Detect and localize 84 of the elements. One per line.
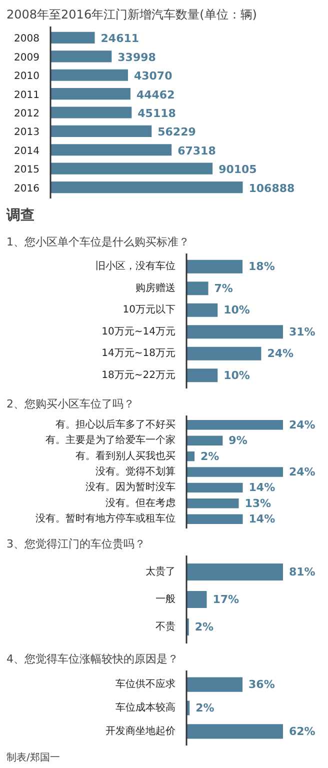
y-tick-label: 2009 [14, 52, 40, 64]
bar [186, 514, 243, 524]
y-tick-label: 2013 [14, 127, 40, 138]
data-label: 14% [248, 512, 276, 526]
data-label: 33998 [118, 50, 156, 64]
data-label: 17% [212, 593, 240, 606]
data-label: 13% [244, 496, 272, 510]
bar [186, 498, 239, 508]
data-label: 43070 [134, 70, 173, 83]
text: 4、您觉得车位涨幅较快的原因是？ [6, 652, 178, 666]
bar [186, 368, 218, 382]
bar [50, 106, 132, 118]
y-tick-label: 没有。因为暂时没车 [86, 481, 176, 494]
bar [186, 482, 243, 493]
text: 制表/郑国一 [6, 752, 60, 764]
y-tick-label: 10万元~14万元 [102, 326, 176, 338]
data-label: 2% [196, 702, 214, 714]
bar [186, 436, 223, 446]
y-tick-label: 开发商坐地起价 [106, 724, 176, 737]
bar [50, 50, 112, 62]
bar [186, 467, 283, 477]
bar [186, 282, 208, 296]
bar [186, 325, 283, 339]
data-label: 106888 [248, 182, 295, 195]
data-label: 10% [224, 368, 250, 382]
y-tick-label: 有。担心以后车多了不好买 [56, 418, 176, 430]
bar [50, 181, 243, 194]
text: 调查 [6, 208, 34, 224]
data-label: 81% [288, 566, 316, 578]
y-tick-label: 没有。觉得不划算 [96, 466, 176, 478]
data-label: 45118 [138, 107, 176, 120]
y-tick-label: 购房赠送 [136, 282, 176, 294]
bar [50, 162, 213, 174]
data-label: 44462 [136, 88, 175, 102]
data-label: 56229 [158, 126, 196, 139]
bar [186, 346, 262, 360]
data-label: 24% [267, 347, 294, 360]
y-tick-label: 有。主要是为了给爱车一个家 [46, 434, 176, 446]
y-tick-label: 2012 [14, 108, 40, 120]
y-tick-label: 2011 [14, 90, 40, 101]
text: 3、您觉得江门的车位贵吗？ [6, 538, 146, 550]
data-label: 10% [224, 304, 250, 317]
y-tick-label: 太贵了 [146, 566, 176, 578]
data-label: 36% [248, 678, 275, 692]
y-tick-label: 18万元~22万元 [102, 370, 176, 381]
data-label: 9% [228, 434, 248, 448]
y-tick-label: 2010 [14, 71, 40, 82]
data-label: 31% [288, 325, 316, 338]
y-tick-label: 2014 [14, 146, 40, 157]
y-tick-label: 2015 [14, 164, 40, 176]
y-tick-label: 旧小区，没有车位 [96, 260, 176, 272]
y-tick-label: 14万元~18万元 [102, 348, 176, 360]
y-tick-label: 10万元以下 [122, 304, 176, 316]
y-tick-label: 车位成本较高 [116, 702, 176, 714]
data-label: 2% [200, 450, 220, 463]
y-tick-label: 不贵 [156, 620, 176, 632]
bar [50, 125, 152, 137]
bar [50, 69, 128, 81]
y-tick-label: 有。看到别人买我也买 [76, 450, 176, 462]
data-label: 14% [248, 481, 276, 494]
bar [186, 260, 243, 274]
data-label: 62% [288, 724, 316, 738]
text: 2、您购买小区车位了吗？ [6, 398, 134, 410]
data-label: 2% [194, 620, 214, 634]
data-label: 24% [288, 466, 316, 478]
y-tick-label: 一般 [156, 594, 176, 605]
y-tick-label: 车位供不应求 [116, 678, 176, 690]
data-label: 90105 [218, 163, 257, 176]
bar [186, 420, 283, 430]
chart-title: 2008年至2016年江门新增汽车数量(单位：辆) [6, 8, 257, 22]
data-label: 7% [214, 282, 233, 295]
bar [50, 32, 95, 44]
text: 1、您小区单个车位是什么购买标准？ [6, 236, 190, 248]
bar [50, 88, 130, 100]
y-tick-label: 没有。暂时有地方停车或租车位 [36, 512, 176, 525]
y-tick-label: 2016 [14, 183, 40, 194]
data-label: 18% [248, 260, 275, 274]
bar [50, 144, 172, 156]
y-tick-label: 没有。但在考虑 [106, 496, 176, 509]
bar [186, 303, 218, 317]
y-tick-label: 2008 [14, 34, 40, 45]
data-label: 24% [288, 418, 316, 432]
data-label: 24611 [100, 32, 140, 46]
data-label: 67318 [178, 144, 216, 158]
